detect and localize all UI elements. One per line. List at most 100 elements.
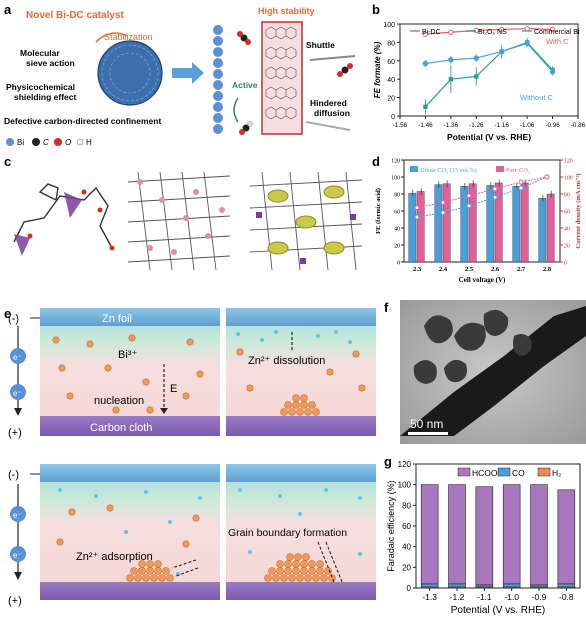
plot-frame: [399, 23, 579, 117]
zn-ions-2: [236, 330, 352, 344]
bar-1: [557, 583, 576, 588]
x-tick-label: -0.8: [559, 592, 574, 602]
x-tick-label: -1.26: [469, 122, 484, 129]
data-point: [499, 26, 505, 33]
bar-0: [557, 489, 576, 585]
plot-frame: [403, 159, 561, 263]
x-tick-label: -1.06: [520, 122, 535, 129]
tem-rod: [400, 306, 586, 436]
active-arrow-icon: [233, 97, 239, 123]
panel-f: f 50 nm: [384, 296, 586, 446]
current-point: [440, 210, 446, 216]
cell-3: Zn²⁺ adsorption: [40, 464, 220, 600]
y-tick-label: 40: [402, 543, 411, 552]
x-tick-label: -1.0: [504, 592, 519, 602]
grain-boundary-label: Grain boundary formation: [228, 527, 347, 539]
shielding-label: shielding effect: [14, 92, 77, 102]
bar-0: [502, 484, 521, 585]
y-tick-label: 80: [402, 501, 411, 510]
y-right-tick-label: 100: [564, 176, 573, 182]
legend-entry: Commercial Bi: [534, 29, 580, 36]
sphere-mesh-inner: [109, 52, 151, 94]
diffusion-label: diffusion: [314, 108, 350, 118]
x-tick-label: 2.6: [491, 266, 500, 273]
bar-0: [512, 186, 521, 263]
panel-b: b 0 20 40 60 80 100 -1.56 -1.46 -1.36 -1.26 -1.16 -1…: [370, 0, 586, 150]
panel-a: a Novel Bi-DC catalyst Stabilization Mol…: [0, 0, 370, 150]
zn-dissolution-label: Zn²⁺ dissolution: [248, 355, 325, 367]
legend-bi: Bi: [17, 138, 24, 147]
graphene-wall: [261, 21, 303, 135]
panel-a-letter: a: [4, 2, 12, 17]
bi-ions-2: [236, 348, 366, 392]
legend-swatch: [496, 166, 504, 172]
annotation-without-c: Without C: [520, 93, 554, 102]
shuttle-label: Shuttle: [306, 40, 335, 50]
x-tick-label: 2.4: [439, 266, 448, 273]
x-tick-label: -1.3: [422, 592, 437, 602]
current-line-0: [416, 176, 548, 218]
bar-1: [502, 583, 521, 588]
bi-polyhedron-2: [14, 234, 30, 256]
bar-1: [494, 182, 503, 263]
circuit-bottom: (-) e⁻ e⁻ (+): [8, 469, 40, 607]
active-label: Active: [232, 80, 258, 90]
zn-ions-4: [238, 488, 362, 556]
x-tick-label: -0.9: [532, 592, 547, 602]
graphene-lattice: [265, 26, 297, 120]
circuit-top: (-) e⁻ e⁻ (+): [8, 313, 40, 439]
data-point: [422, 60, 429, 67]
electron-label-2: e⁻: [13, 389, 22, 398]
annotation-with-c: With C: [546, 37, 569, 46]
catalyst-sphere: [97, 40, 163, 106]
panel-e: e Zn foil Carbon cloth Bi³⁺ nucleation E: [0, 292, 380, 619]
y-axis-label: Faradaic efficiency (%): [386, 480, 396, 571]
bar-1: [520, 182, 529, 263]
carbon-cloth-label: Carbon cloth: [90, 422, 152, 434]
y-tick-label: 0: [407, 584, 412, 593]
bar-0: [448, 484, 466, 585]
y-tick-label: 100: [398, 481, 412, 490]
framework-grid-2: [249, 171, 363, 271]
cell-2: Zn²⁺ dissolution: [226, 308, 376, 436]
panel-c: c: [0, 152, 370, 280]
data-point: [549, 69, 556, 75]
nucleation-label: nucleation: [94, 395, 144, 407]
y-tick-label: 120: [391, 159, 400, 165]
current-point: [544, 174, 550, 180]
data-point: [448, 29, 454, 35]
data-point: [524, 25, 530, 32]
legend-entry: Pure CO₂: [506, 167, 530, 174]
bar-0: [434, 184, 443, 263]
series-line-1: [424, 41, 554, 108]
y-tick-label: 80: [387, 40, 395, 47]
panel-c-letter: c: [4, 154, 11, 169]
y-right-tick-label: 40: [564, 227, 570, 233]
legend-entry: Bi-DC: [422, 29, 441, 36]
electron-label-1: e⁻: [13, 353, 22, 362]
x-tick-label: -1.36: [444, 122, 459, 129]
legend-h: H: [86, 138, 92, 147]
scale-label: 50 nm: [410, 417, 443, 431]
framework-grid: [127, 171, 231, 271]
y-axis-label-left: FE (formic acid): [375, 188, 382, 234]
zn-adsorption-label: Zn²⁺ adsorption: [76, 551, 153, 563]
bi-pile-4: [264, 553, 336, 582]
electron-icon-3: [10, 506, 26, 522]
physicochemical-label: Physicochemical: [6, 82, 75, 92]
bar-1: [475, 584, 494, 588]
chart-g: g 0 20 40 60 80 100 120 -1.3 -1.2 -1.1 -1.0 -0.9 -0.8…: [384, 454, 581, 616]
sphere-mesh: [101, 44, 159, 102]
field-label: E: [170, 383, 177, 395]
bi-column: [213, 25, 223, 134]
y-tick-label: 80: [394, 193, 400, 199]
bar-0: [460, 186, 469, 263]
bar-1: [530, 584, 548, 588]
legend-entry: Bi₂O₂ NS: [478, 29, 507, 36]
minus-label-1: (-): [8, 313, 19, 325]
y-axis-label-right: Current density (mA cm⁻²): [575, 173, 582, 248]
y-tick-label: 120: [398, 460, 412, 469]
legend-c: C: [43, 138, 49, 147]
y-tick-label: 20: [387, 96, 395, 103]
data-point: [448, 77, 454, 82]
